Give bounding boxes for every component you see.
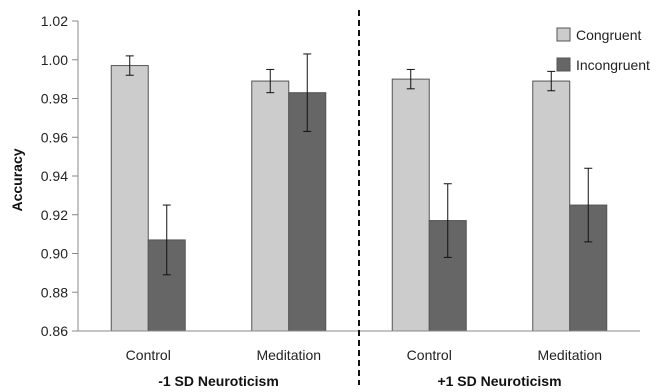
bars xyxy=(110,53,608,332)
y-tick-label: 0.90 xyxy=(41,246,68,262)
y-tick-label: 1.02 xyxy=(41,13,68,29)
bar-congruent-1 xyxy=(251,80,290,332)
legend-label-incongruent: Incongruent xyxy=(576,57,650,73)
legend-swatch-congruent xyxy=(556,27,571,42)
legend: Congruent Incongruent xyxy=(556,27,650,73)
y-axis-ticks: 0.86 0.88 0.90 0.92 0.94 0.96 0.98 1.00 1.02 xyxy=(41,13,78,339)
y-axis-title: Accuracy xyxy=(9,148,25,211)
y-tick-label: 0.92 xyxy=(41,207,68,223)
x-tick-label: Meditation xyxy=(537,347,602,363)
x-tick-label: Control xyxy=(126,347,171,363)
bar-congruent-3 xyxy=(532,80,571,332)
y-tick-label: 0.94 xyxy=(41,168,68,184)
group-label: -1 SD Neuroticism xyxy=(158,373,279,389)
bar-incongruent-1 xyxy=(288,92,327,332)
y-tick-label: 1.00 xyxy=(41,52,68,68)
y-tick-label: 0.96 xyxy=(41,129,68,145)
x-tick-label: Control xyxy=(407,347,452,363)
group-label: +1 SD Neuroticism xyxy=(437,373,561,389)
bar-congruent-2 xyxy=(391,78,430,332)
bar-congruent-0 xyxy=(110,65,149,332)
x-axis-labels: Control Meditation Control Meditation -1 SD … xyxy=(126,347,602,389)
legend-label-congruent: Congruent xyxy=(576,27,641,43)
x-tick-label: Meditation xyxy=(256,347,321,363)
legend-swatch-incongruent xyxy=(556,57,571,72)
y-tick-label: 0.88 xyxy=(41,284,68,300)
y-tick-label: 0.86 xyxy=(41,323,68,339)
y-tick-label: 0.98 xyxy=(41,91,68,107)
